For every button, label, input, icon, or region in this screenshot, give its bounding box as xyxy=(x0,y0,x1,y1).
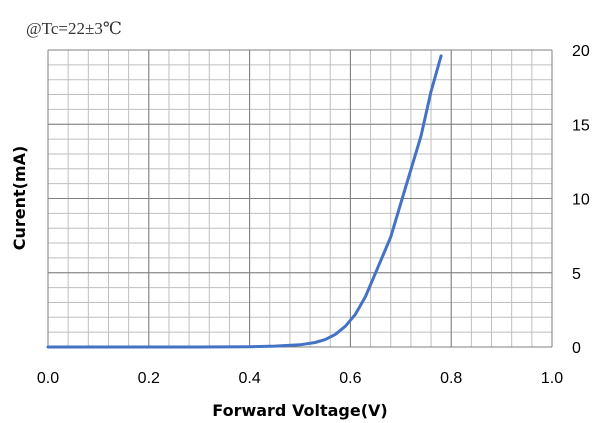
x-tick-label: 0.2 xyxy=(138,370,160,387)
x-tick-label: 0.4 xyxy=(238,370,260,387)
x-tick-label: 0.6 xyxy=(339,370,361,387)
x-tick-label: 0.0 xyxy=(37,370,59,387)
y-tick-label: 5 xyxy=(572,266,581,283)
y-tick-labels: 0 5 10 15 20 xyxy=(572,43,590,357)
y-axis-title: Curent(mA) xyxy=(10,146,29,251)
y-tick-label: 20 xyxy=(572,43,590,60)
temperature-annotation: @Tc=22±3℃ xyxy=(26,19,122,38)
y-tick-label: 10 xyxy=(572,192,590,209)
series xyxy=(46,54,443,349)
x-tick-label: 1.0 xyxy=(541,370,563,387)
x-tick-labels: 0.0 0.2 0.4 0.6 0.8 1.0 xyxy=(37,370,563,387)
y-tick-label: 0 xyxy=(572,340,581,357)
grid xyxy=(47,49,553,348)
y-tick-label: 15 xyxy=(572,117,590,134)
x-tick-label: 0.8 xyxy=(440,370,462,387)
x-axis-title: Forward Voltage(V) xyxy=(212,401,387,420)
iv-curve-line xyxy=(46,54,443,349)
